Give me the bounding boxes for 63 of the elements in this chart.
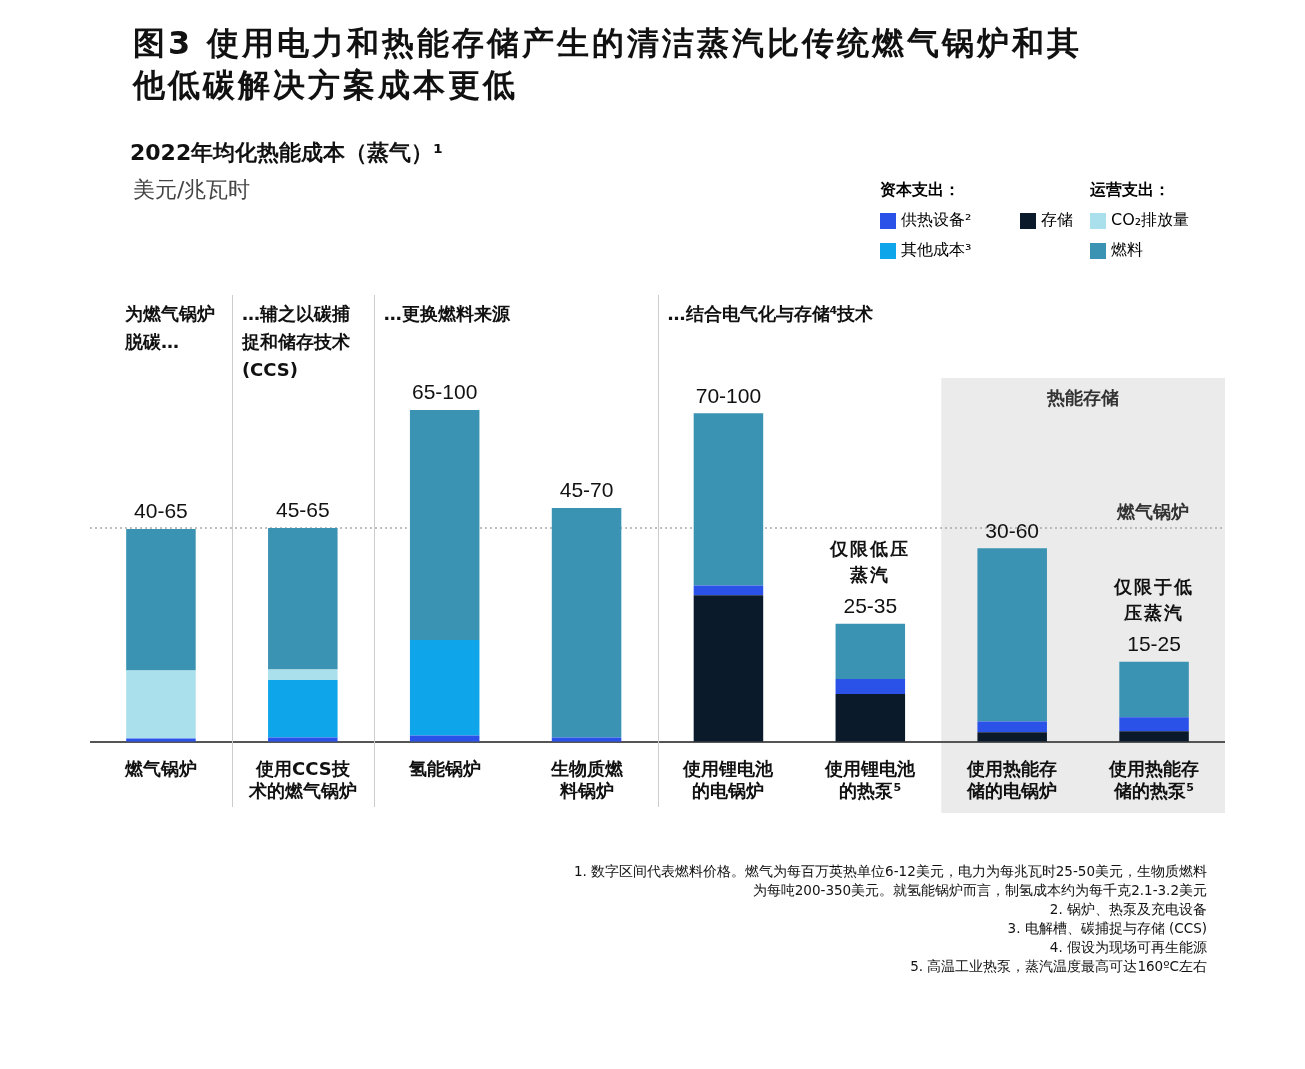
bar [409, 639, 480, 736]
text: …辅之以碳捕捉和储存技术(CCS) [241, 302, 351, 382]
legend-label: 供热设备² [901, 210, 972, 231]
legend-label: 燃料 [1111, 240, 1143, 261]
bar [268, 737, 338, 742]
chart-subtitle: 2022年均化热能成本（蒸气）¹ [130, 139, 443, 167]
band-label: 热能存储 [1046, 386, 1120, 408]
text: …结合电气化与存储⁴技术 [667, 302, 875, 326]
bar [551, 507, 622, 738]
total-label: 40-65 [134, 499, 188, 523]
bar [977, 732, 1047, 742]
annotation: 仅限低压蒸汽 [828, 536, 912, 587]
total-label: 70-100 [695, 383, 762, 407]
total-label: 25-35 [843, 593, 898, 617]
text: 4. 假设为现场可再生能源 [1048, 938, 1207, 957]
text: …更换燃料来源 [383, 302, 511, 326]
text: 1. 数字区间代表燃料价格。燃气为每百万英热单位6-12美元，电力为每兆瓦时25-50美元，生物质燃料为每吨200-350美元。就氢能锅炉而言，制氢成本约为每千克2.1-3.2美元 [572, 862, 1207, 900]
bar [551, 737, 622, 742]
text: 美元/兆瓦时 [133, 176, 251, 204]
text: 资本支出： [880, 180, 960, 201]
x-tick-label: 使用热能存储的电锅炉 [966, 758, 1058, 801]
bar [977, 721, 1047, 733]
x-tick-label: 氢能锅炉 [407, 758, 481, 780]
ref-line-label: 燃气锅炉 [1116, 500, 1189, 522]
x-tick-label: 使用锂电池的热泵⁵ [824, 758, 917, 801]
total-label: 30-60 [985, 518, 1040, 542]
bar [693, 413, 764, 586]
total-label: 65-100 [411, 380, 478, 404]
total-label: 45-70 [559, 478, 614, 502]
x-tick-label: 燃气锅炉 [123, 758, 197, 780]
text: 运营支出： [1090, 180, 1170, 201]
bar [1119, 717, 1189, 732]
bar [268, 680, 338, 738]
total-label: 45-65 [275, 498, 330, 522]
bar [409, 410, 480, 640]
bar [835, 623, 906, 680]
bar [693, 595, 764, 742]
x-tick-label: 使用锂电池的电锅炉 [682, 758, 775, 801]
bar [1119, 731, 1189, 742]
text: 5. 高温工业热泵，蒸汽温度最高可达160ºC左右 [909, 957, 1207, 976]
text: 3. 电解槽、碳捕捉与存储 (CCS) [1006, 919, 1207, 938]
bar [835, 679, 906, 695]
chart-title: 图3 使用电力和热能存储产生的清洁蒸汽比传统燃气锅炉和其他低碳解决方案成本更低 [133, 23, 1083, 106]
bar [126, 670, 196, 739]
legend-label: CO₂排放量 [1111, 210, 1190, 231]
bar [126, 738, 196, 742]
bar [268, 528, 338, 670]
text: 为燃气锅炉脱碳… [125, 302, 216, 354]
total-label: 15-25 [1127, 632, 1181, 656]
legend-label: 其他成本³ [901, 240, 972, 261]
bar [977, 548, 1047, 722]
bar [693, 585, 764, 596]
legend-label: 存储 [1041, 210, 1073, 231]
bar [268, 669, 338, 681]
annotation: 仅限于低压蒸汽 [1112, 574, 1196, 625]
text: 2. 锅炉、热泵及充电设备 [1048, 900, 1207, 919]
bar [835, 694, 906, 742]
bar [1119, 661, 1189, 718]
bar [409, 735, 480, 742]
x-tick-label: 使用热能存储的热泵⁵ [1108, 758, 1200, 801]
bar [126, 529, 196, 671]
x-tick-label: 使用CCS技术的燃气锅炉 [247, 758, 357, 801]
x-tick-label: 生物质燃料锅炉 [549, 758, 624, 801]
